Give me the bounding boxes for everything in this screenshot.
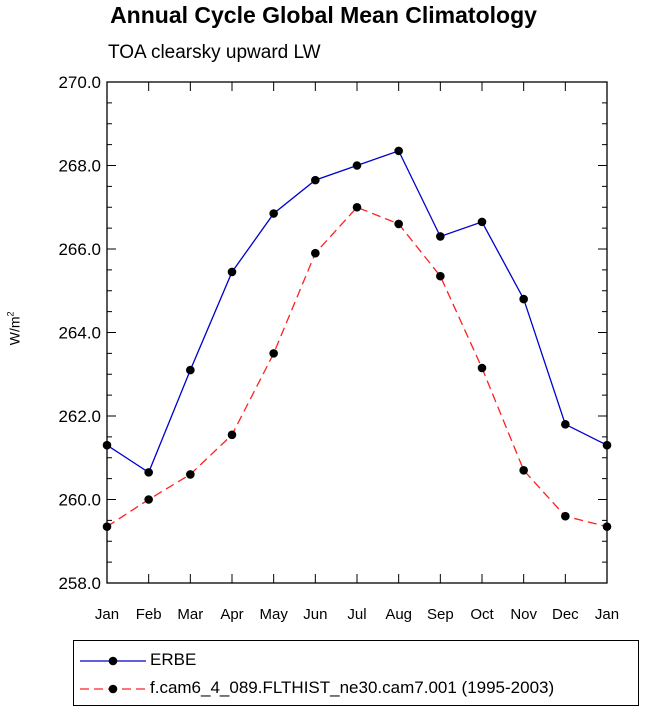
x-tick-label: Jan (595, 606, 619, 623)
x-tick-label: Nov (510, 606, 537, 623)
x-tick-label: Jul (347, 606, 366, 623)
series-line-0 (106, 150, 608, 474)
series-1-point (394, 219, 403, 229)
x-tick-label: Feb (136, 606, 162, 623)
chart-subtitle: TOA clearsky upward LW (108, 42, 321, 63)
series-1-point (186, 470, 195, 479)
series-1-point (477, 363, 487, 373)
series-1-point (519, 465, 528, 475)
y-tick-label: 262.0 (58, 407, 101, 426)
legend-symbol-erbe (80, 656, 146, 666)
chart-title: Annual Cycle Global Mean Climatology (110, 2, 537, 28)
legend-entry-erbe: ERBE (74, 647, 634, 673)
series-0-point (227, 267, 237, 277)
legend-label-cam: f.cam6_4_089.FLTHIST_ne30.cam7.001 (1995… (150, 678, 555, 697)
series-0-point (519, 294, 528, 304)
x-tick-label: Sep (427, 606, 454, 623)
series-1-point (144, 495, 153, 504)
series-0-point (102, 440, 112, 450)
series-1-point (311, 248, 320, 258)
series-1-point (436, 271, 445, 281)
series-1-point (102, 522, 112, 531)
x-tick-label: Dec (552, 606, 579, 623)
x-tick-label: Aug (385, 606, 412, 623)
series-0-point (436, 232, 445, 241)
series-1-point (352, 202, 362, 212)
series-0-point (186, 365, 195, 375)
series-1-point (561, 511, 570, 521)
x-tick-label: Apr (220, 606, 243, 623)
y-tick-label: 260.0 (58, 491, 101, 510)
series-1-point (227, 430, 237, 440)
series-0-point (602, 440, 612, 450)
legend-entry-cam: f.cam6_4_089.FLTHIST_ne30.cam7.001 (1995… (74, 675, 634, 701)
y-tick-label: 266.0 (58, 240, 101, 259)
x-tick-label: Mar (177, 606, 203, 623)
y-tick-label: 268.0 (58, 157, 101, 176)
x-tick-label: Jun (303, 606, 327, 623)
legend-symbol-cam (80, 684, 146, 694)
series-0-point (311, 175, 320, 185)
chart-plot: 258.0 260.0 262.0 264.0 266.0 268.0 270.0 Jan Fe… (58, 73, 619, 623)
series-1-point (602, 522, 612, 531)
y-tick-label: 264.0 (58, 324, 101, 343)
y-tick-label: 270.0 (58, 73, 101, 92)
series-0-point (561, 420, 570, 429)
x-tick-label: Oct (470, 606, 494, 623)
series-0-point (269, 209, 278, 218)
legend: ERBE f.cam6_4_089.FLTHIST_ne30.cam7.001 … (73, 640, 639, 706)
series-0-point (352, 161, 362, 170)
series-line-1 (106, 206, 608, 528)
x-tick-label: May (259, 606, 288, 623)
series-0-point (477, 217, 487, 227)
series-1-point (269, 349, 278, 358)
legend-label-erbe: ERBE (150, 650, 197, 669)
plot-frame (106, 81, 608, 584)
series-0-point (394, 146, 403, 156)
y-tick-label: 258.0 (58, 574, 101, 593)
x-tick-label: Jan (95, 606, 119, 623)
series-0-point (144, 468, 153, 477)
